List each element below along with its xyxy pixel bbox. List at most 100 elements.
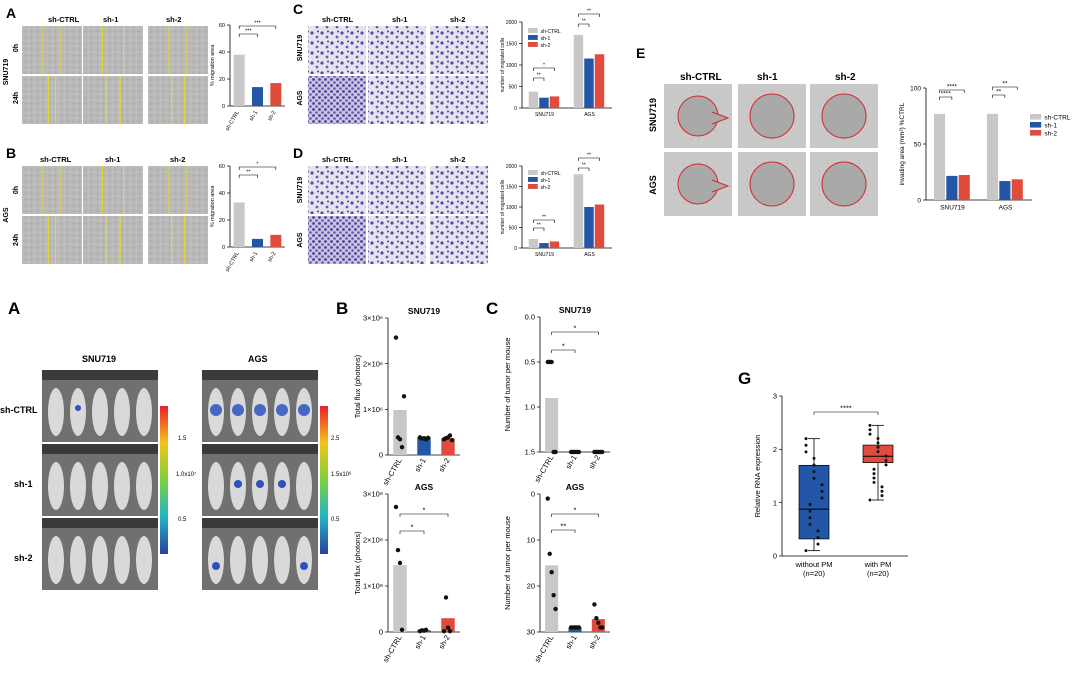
data-point	[884, 454, 888, 458]
mouse-body	[208, 536, 224, 584]
row-label: 0h	[13, 186, 20, 194]
chart-title: AGS	[566, 482, 585, 492]
chart-title: AGS	[415, 482, 434, 492]
data-point	[441, 628, 447, 634]
scale-tick-label: 2.5	[331, 436, 340, 442]
data-point	[804, 450, 808, 454]
bioluminescence-signal	[298, 404, 310, 416]
y-tick-label: 3×10⁸	[363, 490, 383, 499]
significance-label: **	[537, 223, 541, 229]
micrograph-tile	[148, 166, 208, 214]
bar	[233, 54, 245, 106]
data-point	[812, 456, 816, 460]
micrograph-tile	[22, 216, 82, 264]
data-point	[816, 529, 820, 533]
col-label: AGS	[248, 354, 268, 364]
mouse-body	[48, 462, 64, 510]
panel-label-C-bottom: C	[486, 299, 498, 318]
row-label: SNU719	[297, 177, 304, 204]
significance-bracket	[551, 349, 576, 353]
micrograph-tile	[148, 26, 208, 74]
data-point	[868, 428, 872, 432]
significance-label: ***	[254, 21, 261, 27]
legend-label: sh-2	[1044, 131, 1057, 138]
data-point	[395, 547, 401, 553]
box	[862, 444, 894, 464]
micrograph-tile	[83, 216, 143, 264]
significance-bracket	[992, 86, 1018, 90]
bar	[545, 398, 559, 452]
y-tick-label: 0	[379, 451, 383, 460]
colorbar	[160, 406, 168, 554]
micrograph-tile	[430, 216, 488, 264]
data-point	[816, 535, 820, 539]
y-tick-label: 3	[773, 392, 777, 401]
legend-label: sh-CTRL	[541, 171, 561, 177]
data-point	[553, 449, 558, 455]
scale-tick-label: 1.0x10⁷	[176, 471, 196, 478]
mouse-body	[136, 536, 152, 584]
data-point	[884, 463, 888, 467]
y-tick-label: 60	[219, 164, 225, 170]
data-point	[401, 394, 407, 399]
mice-cage-bars	[42, 518, 158, 528]
y-axis-title: Total flux (photons)	[353, 354, 362, 418]
y-tick-label: 0.0	[525, 313, 535, 322]
x-tick-label: sh-2	[587, 454, 602, 471]
bioluminescence-signal	[300, 562, 308, 570]
legend-swatch	[1030, 122, 1042, 128]
significance-label: ****	[840, 404, 852, 413]
data-point	[816, 542, 820, 546]
legend-swatch	[528, 184, 538, 189]
x-tick-label: (n=20)	[867, 569, 889, 578]
significance-bracket	[551, 529, 576, 533]
y-tick-label: 1	[773, 498, 777, 507]
y-tick-label: 40	[219, 50, 225, 56]
x-tick-label: sh-1	[413, 634, 428, 651]
y-tick-label: 30	[527, 628, 535, 637]
legend-swatch	[1030, 114, 1042, 120]
mouse-body	[70, 462, 86, 510]
chart-B-SNU719: 0 1×10⁶ 2×10⁶ 3×10⁶ Total flux (photons) SNU7…	[353, 306, 460, 487]
y-tick-label: 0	[531, 490, 535, 499]
col-label: sh-1	[105, 155, 120, 164]
y-tick-label: 20	[219, 77, 225, 83]
y-axis-title: number of migrated cells	[500, 37, 506, 92]
data-point	[808, 516, 812, 520]
panel-label-A-top: A	[6, 5, 16, 21]
significance-bracket	[533, 219, 555, 223]
data-point	[876, 437, 880, 441]
data-point	[553, 606, 558, 612]
micrograph-tile	[308, 216, 366, 264]
scale-tick-label: 1.5	[178, 436, 187, 442]
row-label: 24h	[13, 92, 20, 104]
micrograph-tile	[148, 76, 208, 124]
micrograph-tile	[430, 26, 488, 74]
data-point	[592, 602, 597, 607]
significance-label: **	[582, 19, 586, 25]
y-tick-label: 50	[914, 141, 922, 148]
col-label: sh-CTRL	[40, 155, 72, 164]
micrograph-tile	[308, 76, 366, 124]
mouse-body	[296, 536, 312, 584]
row-label: 0h	[13, 44, 20, 52]
data-point	[594, 616, 599, 621]
significance-label: **	[587, 9, 591, 15]
data-point	[868, 498, 872, 502]
significance-label: *	[423, 506, 426, 515]
x-tick-label: AGS	[584, 252, 595, 258]
bar	[539, 243, 549, 248]
spheroid-outline	[821, 161, 867, 207]
bioluminescence-signal	[278, 480, 286, 488]
col-label: sh-CTRL	[322, 155, 354, 164]
x-tick-label: sh-2	[437, 634, 452, 651]
chart-B-AGS: 0 1×10⁸ 2×10⁸ 3×10⁸ Total flux (photons) AGS s…	[353, 482, 460, 664]
legend-swatch	[528, 35, 538, 40]
y-tick-label: 1500	[506, 184, 517, 190]
data-point	[820, 489, 824, 493]
bioluminescence-signal	[75, 405, 81, 411]
